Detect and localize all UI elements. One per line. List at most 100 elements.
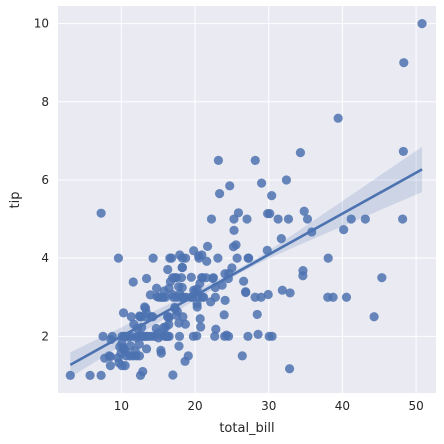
data-point (276, 233, 286, 244)
data-point (241, 287, 251, 298)
data-point (243, 331, 253, 341)
data-point (156, 348, 166, 358)
data-point (177, 282, 187, 293)
data-point (202, 256, 212, 266)
data-point (192, 302, 202, 312)
data-point (213, 253, 223, 263)
data-point (126, 312, 136, 322)
x-tick-label: 20 (187, 399, 202, 413)
data-point (168, 370, 178, 380)
data-point (210, 331, 220, 341)
x-tick-label: 30 (261, 399, 276, 413)
data-point (214, 189, 225, 199)
data-point (138, 366, 148, 377)
data-point (208, 273, 218, 283)
x-tick-labels: 10 20 30 40 50 (114, 399, 424, 413)
x-axis-label: total_bill (219, 421, 274, 436)
y-tick-labels: 2 4 6 8 10 (34, 17, 49, 344)
data-point (174, 341, 184, 351)
data-point (341, 292, 352, 302)
data-point (195, 314, 205, 324)
data-point (256, 292, 266, 302)
data-point (333, 113, 343, 123)
data-point (96, 208, 106, 218)
y-tick-label: 6 (41, 173, 49, 187)
data-point (299, 206, 309, 216)
data-point (201, 273, 211, 283)
data-point (227, 263, 237, 273)
data-point (177, 262, 188, 273)
data-point (323, 253, 333, 263)
data-point (85, 370, 95, 381)
data-point (186, 272, 196, 282)
data-point (339, 225, 349, 235)
data-point (213, 155, 224, 166)
data-point (252, 309, 262, 320)
confidence-band (70, 146, 423, 378)
data-point (281, 175, 292, 185)
data-point (105, 361, 115, 371)
data-point (202, 241, 213, 252)
data-point (180, 253, 191, 263)
data-point (134, 351, 145, 361)
regression-line-layer (69, 168, 423, 366)
data-point (244, 253, 254, 263)
data-point (174, 331, 185, 341)
data-point (284, 364, 295, 374)
y-axis-label: tip (8, 192, 23, 209)
data-point (360, 214, 370, 224)
data-point (398, 146, 408, 157)
data-point (141, 273, 152, 284)
data-point (237, 351, 247, 361)
data-point (328, 292, 338, 302)
data-point (134, 339, 144, 349)
data-point (295, 147, 306, 158)
data-point (220, 295, 230, 305)
y-tick-label: 4 (41, 251, 49, 265)
data-point (250, 155, 260, 166)
data-point (206, 214, 217, 224)
data-point (302, 214, 313, 224)
x-tick-label: 40 (335, 399, 350, 413)
y-tick-label: 10 (34, 17, 49, 31)
confidence-band-layer (70, 146, 423, 378)
data-point (160, 292, 171, 302)
data-point (113, 253, 124, 263)
data-point (277, 285, 287, 295)
data-point (399, 58, 409, 68)
data-point (210, 292, 220, 302)
data-point (211, 324, 221, 334)
data-point (120, 361, 130, 371)
data-point (225, 181, 235, 191)
data-point (233, 208, 244, 218)
data-point (164, 319, 174, 330)
data-point (180, 319, 190, 329)
data-point (262, 245, 272, 255)
data-point (232, 253, 242, 263)
data-point (176, 273, 187, 283)
data-point (267, 190, 277, 201)
x-tick-label: 50 (408, 399, 423, 413)
data-point (398, 214, 408, 224)
y-tick-label: 2 (41, 329, 49, 343)
data-point (369, 312, 379, 322)
data-point (128, 277, 138, 287)
data-point (223, 331, 234, 341)
regression-line (69, 168, 423, 366)
x-tick-label: 10 (114, 399, 129, 413)
data-point (263, 289, 273, 300)
data-point (105, 352, 116, 362)
data-point (178, 312, 188, 322)
data-point (253, 329, 263, 339)
data-point (192, 331, 202, 341)
data-point (96, 370, 106, 381)
data-point (417, 18, 427, 29)
data-point (199, 292, 209, 302)
data-point (167, 253, 177, 263)
data-point (231, 240, 241, 250)
data-point (151, 283, 162, 293)
data-point (273, 214, 283, 224)
data-point (229, 225, 239, 235)
data-point (377, 273, 387, 283)
